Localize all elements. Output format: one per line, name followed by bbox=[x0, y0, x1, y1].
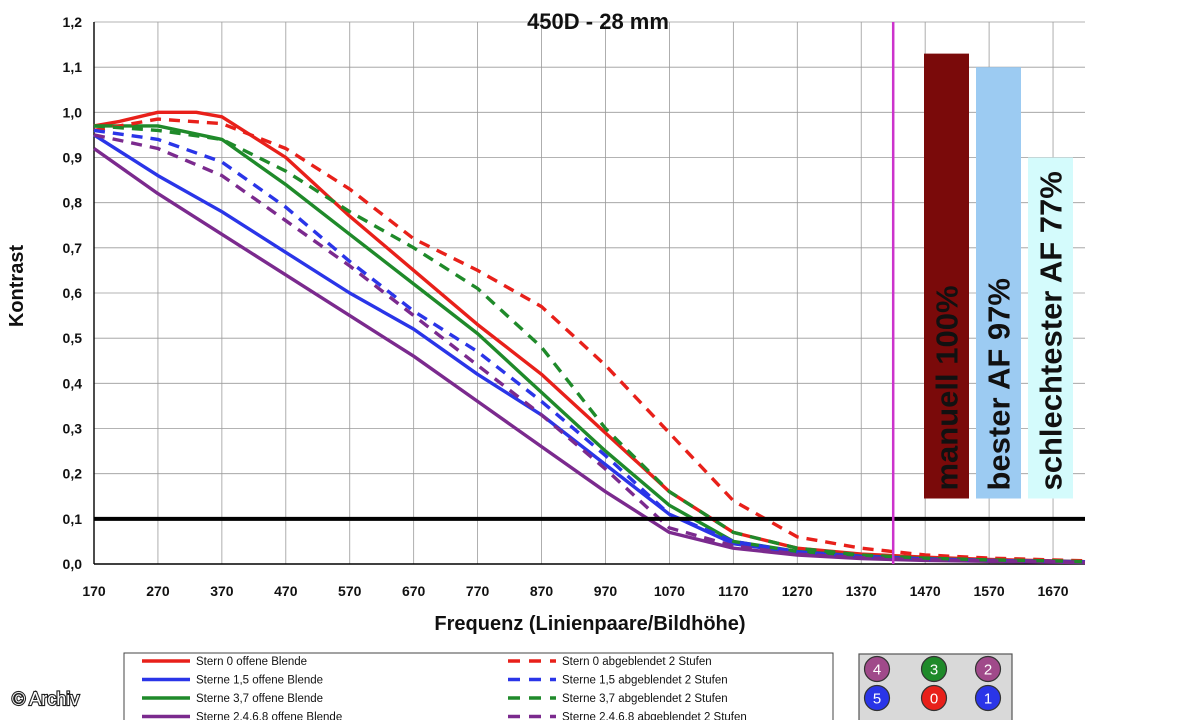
legend-label: Sterne 3,7 offene Blende bbox=[196, 693, 323, 705]
series-line-5 bbox=[93, 128, 1086, 564]
star-badge bbox=[920, 684, 948, 712]
x-tick-label: 770 bbox=[466, 583, 490, 599]
x-tick-label: 470 bbox=[274, 583, 298, 599]
star-badge-label: 3 bbox=[930, 662, 938, 679]
series-line-3 bbox=[93, 147, 1086, 565]
credit-text: © Archiv bbox=[12, 689, 79, 709]
legend-label: Stern 0 offene Blende bbox=[196, 656, 307, 668]
x-tick-label: 1570 bbox=[974, 583, 1005, 599]
y-tick-label: 1,1 bbox=[63, 59, 83, 75]
y-tick-label: 0,4 bbox=[63, 375, 83, 391]
x-tick-label: 670 bbox=[402, 583, 426, 599]
series-line-4 bbox=[93, 117, 1086, 563]
star-badge-label: 0 bbox=[930, 691, 938, 708]
focus-bar-label: manuell 100% bbox=[930, 285, 965, 490]
y-tick-label: 1,2 bbox=[63, 14, 83, 30]
star-badge-label: 4 bbox=[873, 662, 881, 679]
x-tick-label: 1370 bbox=[846, 583, 877, 599]
star-badge bbox=[974, 684, 1002, 712]
legend-label: Sterne 2,4,6,8 abgeblendet 2 Stufen bbox=[562, 712, 747, 720]
legend-label: Sterne 2,4,6,8 offene Blende bbox=[196, 712, 342, 720]
x-tick-label: 1670 bbox=[1037, 583, 1068, 599]
star-badge-label: 5 bbox=[873, 691, 881, 708]
legend-box bbox=[123, 652, 834, 720]
y-tick-label: 0,1 bbox=[63, 511, 83, 527]
y-tick-label: 0,0 bbox=[63, 556, 83, 572]
x-tick-label: 1170 bbox=[718, 583, 749, 599]
star-badge bbox=[863, 655, 891, 683]
star-badge-label: 1 bbox=[984, 691, 992, 708]
focus-bar bbox=[924, 53, 969, 499]
x-tick-label: 870 bbox=[530, 583, 554, 599]
x-tick-label: 570 bbox=[338, 583, 362, 599]
series-line-7 bbox=[93, 133, 1086, 564]
focus-bar bbox=[1028, 157, 1073, 499]
y-tick-label: 1,0 bbox=[63, 104, 83, 120]
legend-label: Stern 0 abgeblendet 2 Stufen bbox=[562, 656, 712, 668]
x-tick-label: 170 bbox=[82, 583, 106, 599]
y-tick-label: 0,9 bbox=[63, 150, 83, 166]
series-line-6 bbox=[93, 124, 1086, 564]
x-tick-label: 970 bbox=[594, 583, 618, 599]
y-tick-label: 0,3 bbox=[63, 421, 83, 437]
y-tick-label: 0,8 bbox=[63, 195, 83, 211]
legend-label: Sterne 1,5 offene Blende bbox=[196, 675, 323, 687]
y-axis-label: Kontrast bbox=[6, 245, 28, 328]
legend-label: Sterne 3,7 abgeblendet 2 Stufen bbox=[562, 693, 728, 705]
x-tick-label: 270 bbox=[146, 583, 170, 599]
legend-label: Sterne 1,5 abgeblendet 2 Stufen bbox=[562, 675, 728, 687]
y-tick-label: 0,5 bbox=[63, 330, 83, 346]
star-badge bbox=[974, 655, 1002, 683]
y-tick-label: 0,2 bbox=[63, 466, 83, 482]
chart-title: 450D - 28 mm bbox=[527, 9, 669, 34]
x-axis-label: Frequenz (Linienpaare/Bildhöhe) bbox=[434, 613, 745, 635]
focus-bar bbox=[976, 67, 1021, 499]
x-tick-label: 1470 bbox=[910, 583, 941, 599]
focus-bar-label: schlechtester AF 77% bbox=[1034, 171, 1069, 490]
y-tick-label: 0,6 bbox=[63, 285, 83, 301]
focus-bar-label: bester AF 97% bbox=[982, 278, 1017, 491]
x-tick-label: 370 bbox=[210, 583, 234, 599]
x-tick-label: 1270 bbox=[782, 583, 813, 599]
x-tick-label: 1070 bbox=[654, 583, 685, 599]
y-tick-label: 0,7 bbox=[63, 240, 83, 256]
star-badge bbox=[920, 655, 948, 683]
star-badge bbox=[863, 684, 891, 712]
star-badge-label: 2 bbox=[984, 662, 992, 679]
